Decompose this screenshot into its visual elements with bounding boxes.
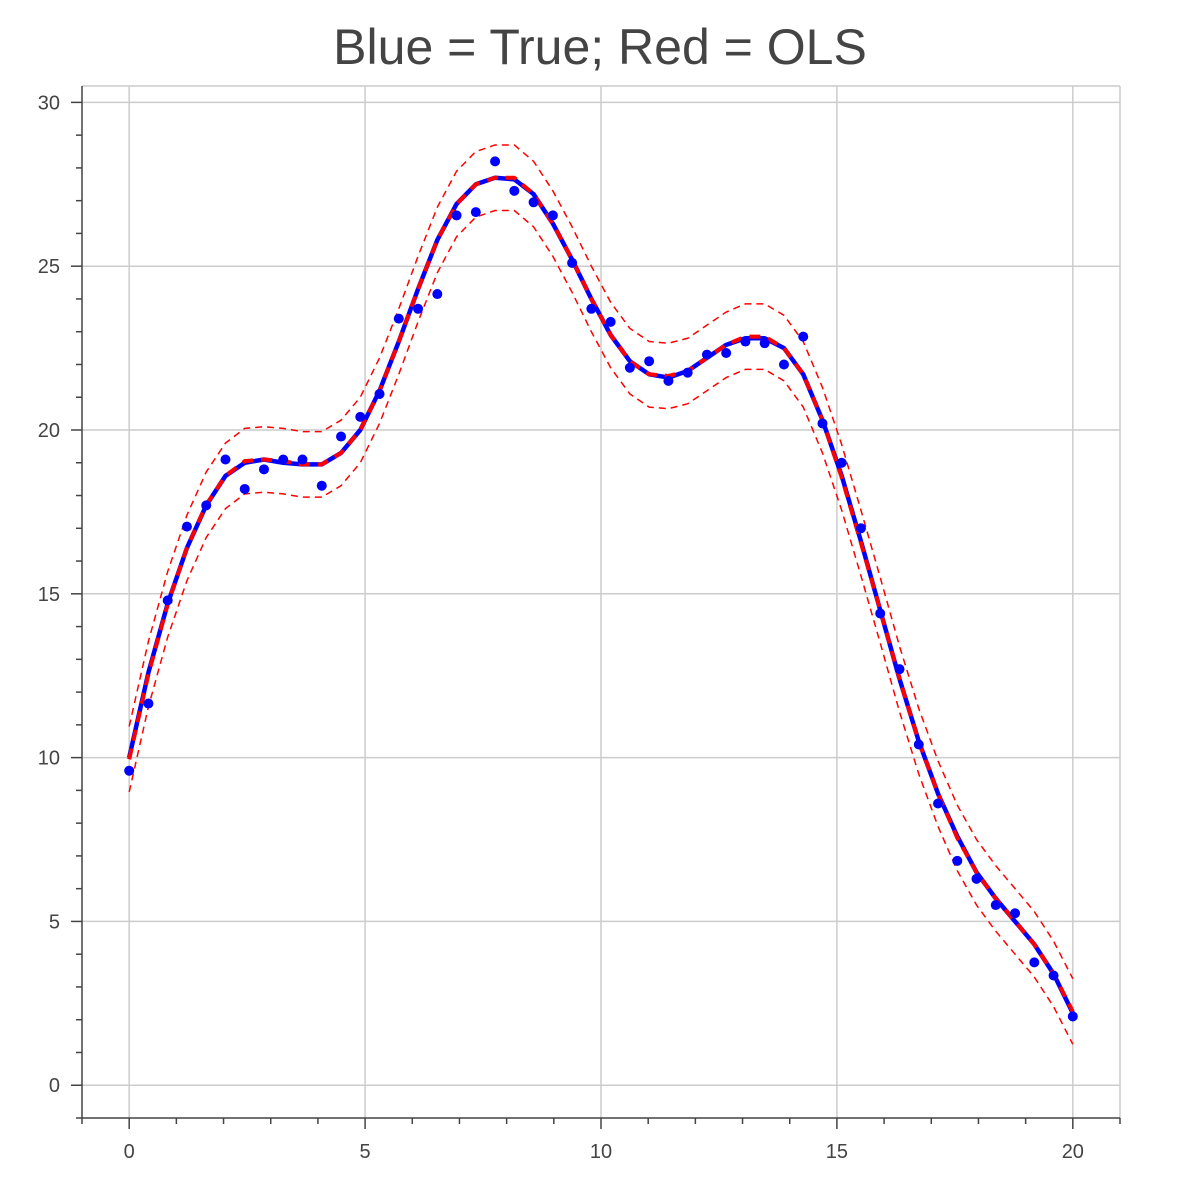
x-tick-label: 0 bbox=[124, 1141, 135, 1163]
data-point bbox=[220, 454, 231, 465]
data-point bbox=[432, 289, 443, 300]
data-point bbox=[721, 348, 732, 359]
data-point bbox=[624, 362, 635, 373]
data-point bbox=[894, 664, 905, 675]
data-point bbox=[239, 483, 250, 494]
data-point bbox=[336, 431, 347, 442]
chart-title: Blue = True; Red = OLS bbox=[333, 19, 867, 75]
data-point bbox=[644, 356, 655, 367]
data-point bbox=[162, 595, 173, 606]
data-point bbox=[913, 739, 924, 750]
data-point bbox=[470, 207, 481, 218]
grid-lines bbox=[82, 86, 1120, 1118]
y-tick-label: 5 bbox=[49, 911, 60, 933]
data-point bbox=[1010, 908, 1021, 919]
y-tick-label: 30 bbox=[38, 92, 60, 114]
data-point bbox=[451, 210, 462, 221]
data-point bbox=[605, 316, 616, 327]
data-point bbox=[490, 156, 501, 167]
y-tick-label: 20 bbox=[38, 420, 60, 442]
x-tick-label: 20 bbox=[1062, 1141, 1084, 1163]
data-point bbox=[143, 698, 154, 709]
axes: 0 5 10 15 20 0 5 10 15 20 25 30 bbox=[38, 86, 1121, 1163]
data-point bbox=[509, 185, 520, 196]
data-point bbox=[1048, 970, 1059, 981]
ols-confidence-band-line bbox=[128, 144, 1074, 980]
data-point bbox=[933, 798, 944, 809]
y-tick-label: 15 bbox=[38, 584, 60, 606]
data-point bbox=[547, 210, 558, 221]
data-point bbox=[258, 464, 269, 475]
data-point bbox=[201, 500, 212, 511]
y-tick-label: 10 bbox=[38, 748, 60, 770]
data-point bbox=[759, 338, 770, 349]
data-point bbox=[682, 367, 693, 378]
data-point bbox=[740, 336, 751, 347]
data-point bbox=[374, 388, 385, 399]
x-tick-label: 15 bbox=[826, 1141, 848, 1163]
data-point bbox=[663, 375, 674, 386]
data-point bbox=[567, 257, 578, 268]
x-tick-label: 5 bbox=[360, 1141, 371, 1163]
data-point bbox=[1067, 1011, 1078, 1022]
data-point bbox=[297, 454, 308, 465]
data-point bbox=[778, 359, 789, 370]
data-point bbox=[278, 454, 289, 465]
data-point bbox=[586, 303, 597, 314]
data-point bbox=[181, 521, 192, 532]
data-series bbox=[124, 144, 1078, 1045]
data-point bbox=[393, 313, 404, 324]
data-point bbox=[1029, 957, 1040, 968]
data-point bbox=[124, 765, 135, 776]
data-point bbox=[875, 608, 886, 619]
data-point bbox=[836, 457, 847, 468]
plot-frame bbox=[82, 85, 1121, 1118]
data-point bbox=[817, 418, 828, 429]
ols-confidence-band-line bbox=[128, 209, 1074, 1045]
y-tick-label: 25 bbox=[38, 256, 60, 278]
x-tick-label: 10 bbox=[590, 1141, 612, 1163]
y-tick-label: 0 bbox=[49, 1075, 60, 1097]
data-point bbox=[855, 523, 866, 534]
data-point bbox=[528, 197, 539, 208]
data-point bbox=[701, 349, 712, 360]
data-point bbox=[952, 855, 963, 866]
data-point bbox=[355, 411, 366, 422]
data-point bbox=[798, 331, 809, 342]
data-point bbox=[316, 480, 327, 491]
data-point bbox=[413, 303, 424, 314]
data-point bbox=[971, 873, 982, 884]
data-point bbox=[990, 900, 1001, 911]
